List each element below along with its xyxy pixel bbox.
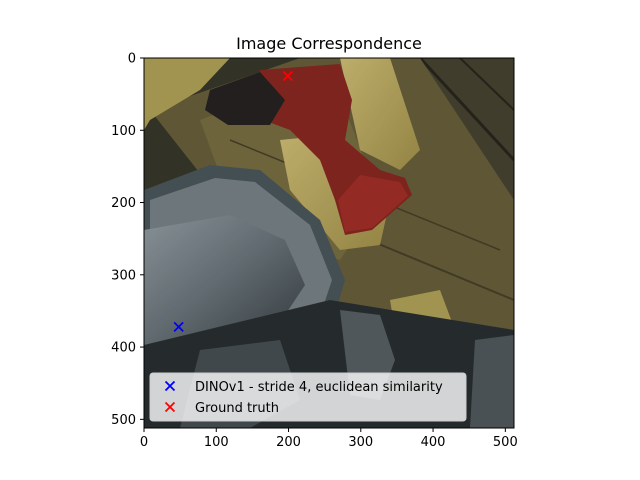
- y-tick-label: 200: [111, 196, 136, 211]
- x-axis-ticks: 0 100 200 300 400 500: [140, 428, 518, 450]
- x-tick-label: 0: [140, 435, 148, 450]
- legend-label: DINOv1 - stride 4, euclidean similarity: [195, 380, 443, 395]
- y-tick-label: 400: [111, 341, 136, 356]
- scatter-point-ground-truth: [282, 70, 293, 82]
- x-tick-label: 500: [493, 435, 518, 450]
- chart-title: Image Correspondence: [236, 34, 422, 53]
- y-tick-label: 0: [128, 52, 136, 67]
- scatter-points: [173, 70, 293, 332]
- y-tick-label: 500: [111, 413, 136, 428]
- scatter-point-prediction: [173, 321, 184, 332]
- x-tick-label: 400: [421, 435, 446, 450]
- background-image: [144, 58, 514, 428]
- legend: DINOv1 - stride 4, euclidean similarity G…: [149, 372, 467, 422]
- legend-marker-0: [164, 380, 176, 392]
- x-tick-label: 300: [348, 435, 373, 450]
- legend-label: Ground truth: [195, 401, 279, 416]
- x-tick-label: 100: [204, 435, 229, 450]
- x-tick-label: 200: [276, 435, 301, 450]
- legend-marker-1: [164, 401, 176, 413]
- y-axis-ticks: 0 100 200 300 400 500: [111, 52, 144, 428]
- y-tick-label: 100: [111, 124, 136, 139]
- y-tick-label: 300: [111, 268, 136, 283]
- plot-area: [143, 57, 515, 429]
